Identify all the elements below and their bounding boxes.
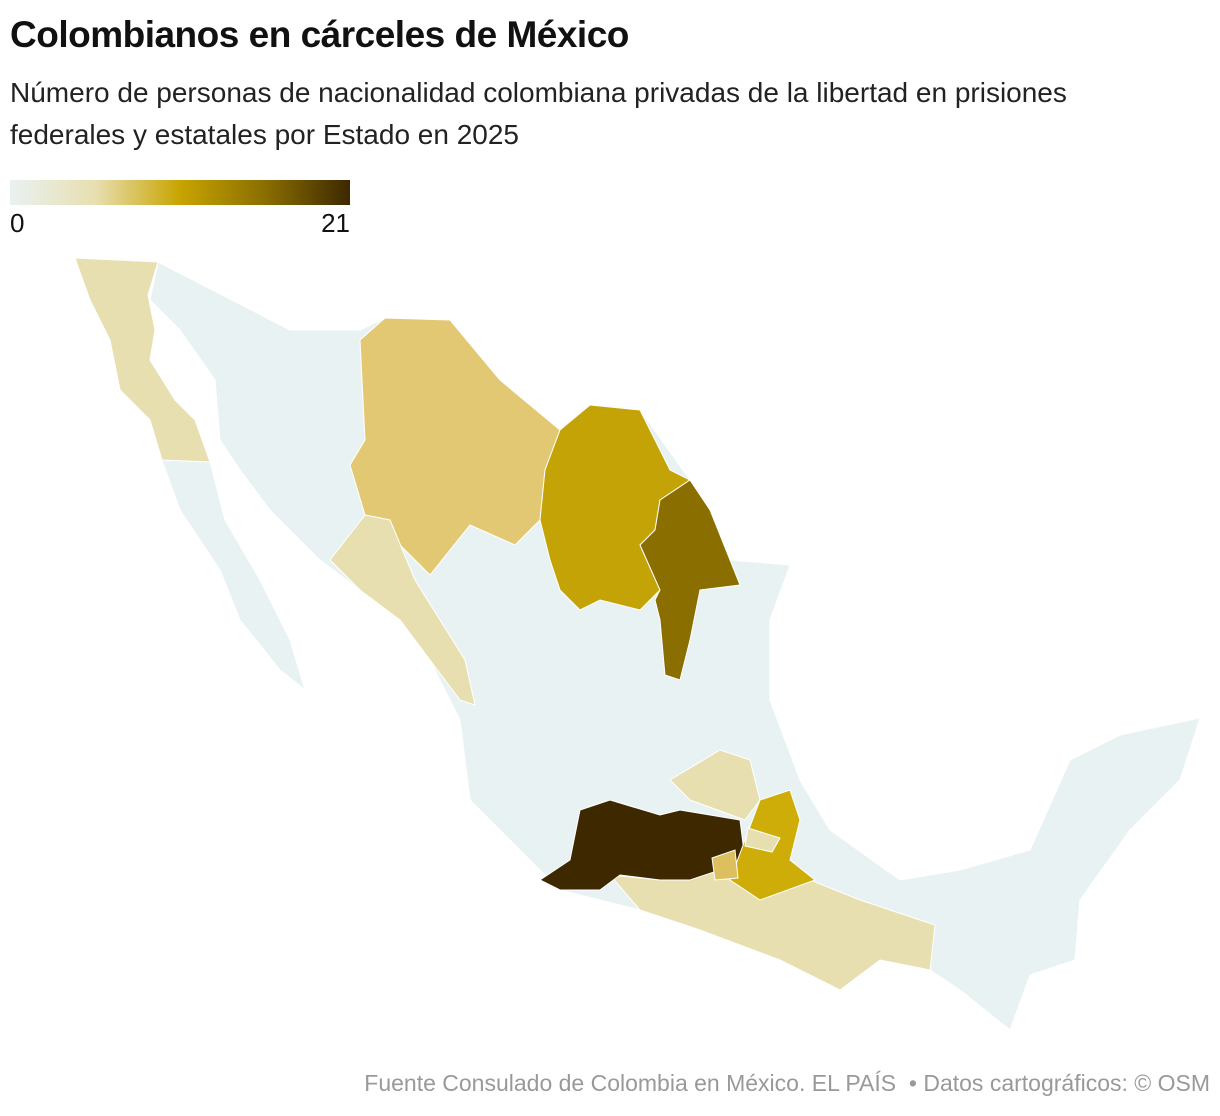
region [639, 479, 741, 681]
subtitle: Número de personas de nacionalidad colom… [10, 77, 1067, 150]
region [161, 459, 306, 692]
region [349, 317, 561, 576]
region [329, 514, 476, 706]
legend-max: 21 [321, 208, 350, 238]
region [744, 827, 781, 853]
legend-gradient [10, 180, 350, 205]
footer: Fuente Consulado de Colombia en México. … [364, 1070, 1210, 1097]
source: Fuente Consulado de Colombia en México. … [364, 1070, 897, 1096]
region [711, 849, 739, 881]
legend: 0 21 [10, 180, 350, 238]
legend-min: 0 [10, 208, 25, 238]
region [74, 257, 211, 463]
map [74, 257, 1201, 1031]
credit: • Datos cartográficos: © OSM [908, 1070, 1210, 1096]
title: Colombianos en cárceles de México [10, 14, 629, 55]
